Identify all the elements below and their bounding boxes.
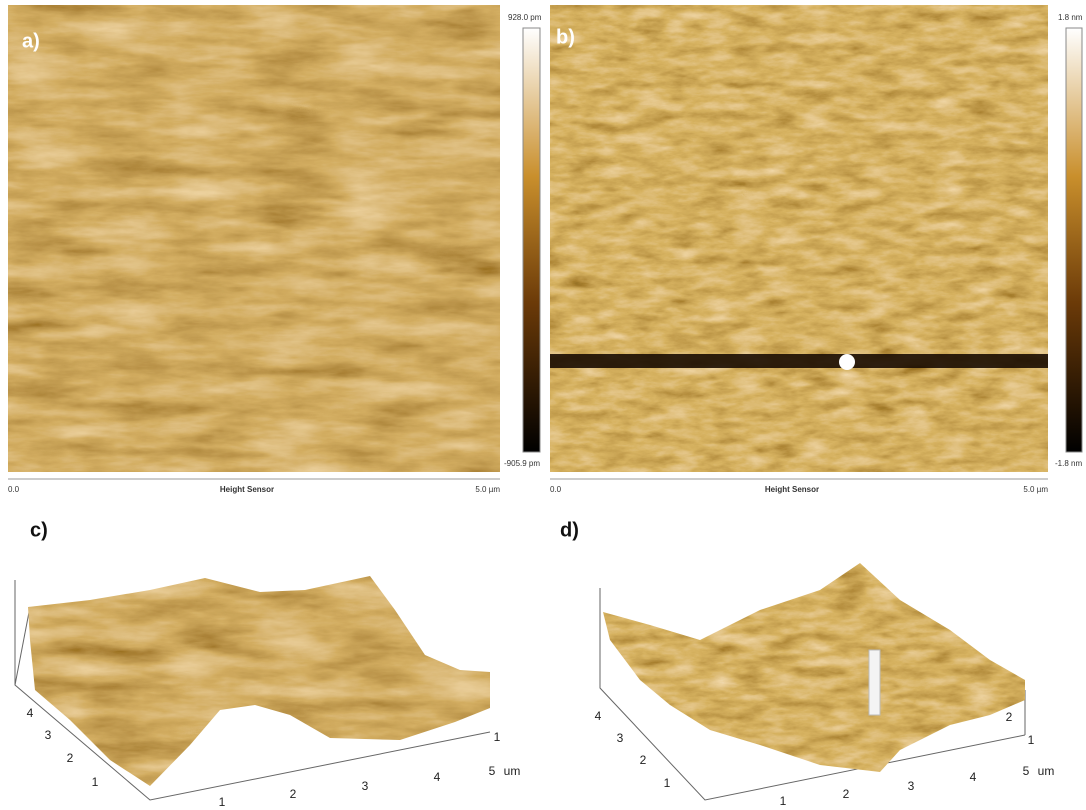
scale-end: 5.0 µm bbox=[1023, 485, 1048, 494]
colorbar-max: 1.8 nm bbox=[1058, 13, 1083, 22]
y-tick-label: 3 bbox=[45, 728, 52, 742]
panel-a: 928.0 pm -905.9 pm 0.0 Height Sensor 5.0… bbox=[8, 5, 542, 494]
x-tick-label: 4 bbox=[434, 770, 441, 784]
colorbar-max: 928.0 pm bbox=[508, 13, 542, 22]
afm-image bbox=[8, 5, 500, 472]
scale-title: Height Sensor bbox=[220, 485, 274, 494]
colorbar bbox=[1065, 27, 1083, 453]
scale-start: 0.0 bbox=[550, 485, 562, 494]
x-tick-label: 1 bbox=[780, 794, 787, 808]
colorbar-min: -905.9 pm bbox=[504, 459, 540, 468]
colorbar bbox=[522, 27, 541, 453]
y-tick-label: 3 bbox=[617, 731, 624, 745]
z-tick-label: 1 bbox=[1028, 733, 1035, 747]
x-tick-label: 1 bbox=[219, 795, 226, 809]
colorbar-min: -1.8 nm bbox=[1055, 459, 1082, 468]
x-tick-label: 5 bbox=[489, 764, 496, 778]
x-tick-label: 2 bbox=[843, 787, 850, 801]
y-tick-label: 2 bbox=[640, 753, 647, 767]
y-tick-label: 1 bbox=[664, 776, 671, 790]
y-tick-label: 4 bbox=[27, 706, 34, 720]
scale-title: Height Sensor bbox=[765, 485, 819, 494]
panel-label: c) bbox=[30, 519, 48, 541]
y-tick-label: 1 bbox=[92, 775, 99, 789]
scale-end: 5.0 µm bbox=[475, 485, 500, 494]
surface-3d bbox=[28, 576, 490, 786]
panel-c: c) bbox=[14, 519, 491, 801]
particle bbox=[839, 354, 855, 370]
panel-label: b) bbox=[556, 26, 575, 48]
x-tick-label: 3 bbox=[908, 779, 915, 793]
panel-label: d) bbox=[560, 519, 579, 541]
x-tick-label: 4 bbox=[970, 770, 977, 784]
panel-d: d) bbox=[560, 519, 1026, 801]
axes-box bbox=[14, 580, 491, 801]
z-tick-label: 1 bbox=[494, 730, 501, 744]
panel-label: a) bbox=[22, 30, 40, 52]
panel-b: 1.8 nm -1.8 nm 0.0 Height Sensor 5.0 µm … bbox=[550, 5, 1083, 494]
particle-peak bbox=[868, 649, 881, 716]
scale-start: 0.0 bbox=[8, 485, 20, 494]
axis-unit: um bbox=[504, 764, 521, 778]
afm-image bbox=[550, 5, 1048, 472]
axis-unit: um bbox=[1038, 764, 1055, 778]
scan-artifact bbox=[550, 354, 1048, 368]
z-tick-label: 2 bbox=[1006, 710, 1013, 724]
x-tick-label: 3 bbox=[362, 779, 369, 793]
y-tick-label: 2 bbox=[67, 751, 74, 765]
x-tick-label: 2 bbox=[290, 787, 297, 801]
x-tick-label: 5 bbox=[1023, 764, 1030, 778]
y-tick-label: 4 bbox=[595, 709, 602, 723]
